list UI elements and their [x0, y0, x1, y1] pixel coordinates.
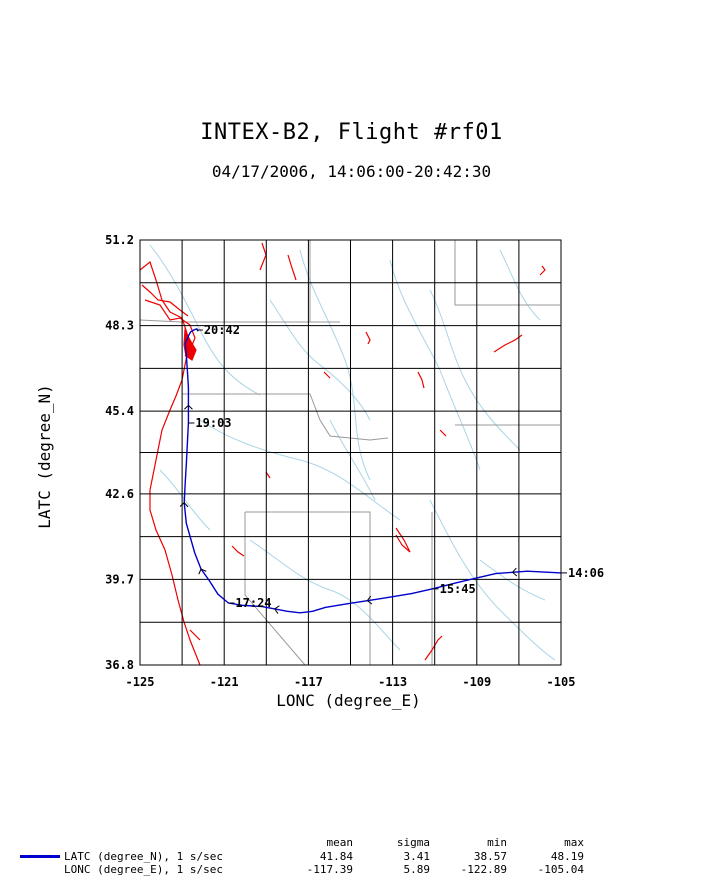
- time-label: 15:45: [440, 582, 476, 596]
- y-tick-label: 39.7: [105, 572, 134, 586]
- stats-max: -105.04: [537, 863, 584, 876]
- time-label: 20:42: [204, 323, 240, 337]
- stats-sigma: 5.89: [403, 863, 431, 876]
- stats-sigma: 3.41: [403, 850, 431, 863]
- stats-row-latc: LATC (degree_N), 1 s/sec 41.84 3.41 38.5…: [64, 850, 703, 863]
- track-point: [495, 572, 497, 575]
- col-mean-header: mean: [326, 836, 354, 849]
- x-tick-label: -121: [210, 675, 239, 689]
- y-tick-label: 36.8: [105, 658, 134, 672]
- track-point: [189, 537, 192, 539]
- chart-grid: [139, 239, 562, 666]
- direction-arrow: [274, 605, 280, 614]
- col-min-header: min: [487, 836, 507, 849]
- y-tick-label: 42.6: [105, 487, 134, 501]
- time-label: 19:03: [195, 416, 231, 430]
- direction-arrow: [198, 568, 207, 575]
- flight-track-chart: -125 -121 -117 -113 -109 -105 36.8 39.7 42.6 45.4…: [35, 233, 604, 710]
- track-point: [410, 592, 413, 595]
- stats-min: 38.57: [473, 850, 507, 863]
- y-axis-label: LATC (degree_N): [35, 384, 54, 529]
- stats-mean: -117.39: [306, 863, 353, 876]
- plot-frame: [139, 239, 562, 666]
- y-tick-label: 51.2: [105, 233, 134, 247]
- x-tick-label: -125: [126, 675, 155, 689]
- stats-row-lonc: LONC (degree_E), 1 s/sec -117.39 5.89 -1…: [64, 863, 703, 876]
- x-tick-label: -113: [378, 675, 407, 689]
- stats-mean: 41.84: [319, 850, 353, 863]
- chart-subtitle: 04/17/2006, 14:06:00-20:42:30: [211, 162, 492, 181]
- time-label: 17:24: [235, 596, 271, 610]
- chart-title: INTEX-B2, Flight #rf01: [200, 120, 503, 145]
- track-point: [185, 463, 187, 465]
- col-sigma-header: sigma: [396, 836, 430, 849]
- track-point: [187, 335, 190, 337]
- direction-arrow: [184, 404, 193, 410]
- x-tick-label: -117: [294, 675, 323, 689]
- stats-label: LATC (degree_N), 1 s/sec: [64, 850, 223, 863]
- time-label: 14:06: [568, 566, 604, 580]
- track-point: [197, 330, 199, 332]
- flight-track: [179, 327, 562, 614]
- track-point: [217, 593, 219, 595]
- x-tick-label: -105: [547, 675, 576, 689]
- y-tick-label: 45.4: [105, 404, 134, 418]
- track-point: [187, 386, 190, 389]
- y-tick-label: 48.3: [105, 319, 134, 333]
- statistics-table: mean sigma min max LATC (degree_N), 1 s/…: [0, 834, 703, 880]
- direction-arrow: [179, 501, 189, 508]
- stats-max: 48.19: [550, 850, 584, 863]
- time-labels: 14:06 15:45 17:24 19:03 20:42: [188, 323, 604, 610]
- direction-arrow: [366, 595, 373, 605]
- direction-arrow: [511, 567, 518, 577]
- stats-min: -122.89: [460, 863, 507, 876]
- col-max-header: max: [564, 836, 584, 849]
- chart-axes: -125 -121 -117 -113 -109 -105 36.8 39.7 42.6 45.4…: [35, 233, 575, 710]
- x-axis-label: LONC (degree_E): [276, 691, 421, 710]
- legend-line-latc: [20, 855, 60, 858]
- x-tick-label: -109: [462, 675, 491, 689]
- track-point: [324, 606, 326, 609]
- stats-label: LONC (degree_E), 1 s/sec: [64, 863, 223, 876]
- track-line: [183, 327, 562, 614]
